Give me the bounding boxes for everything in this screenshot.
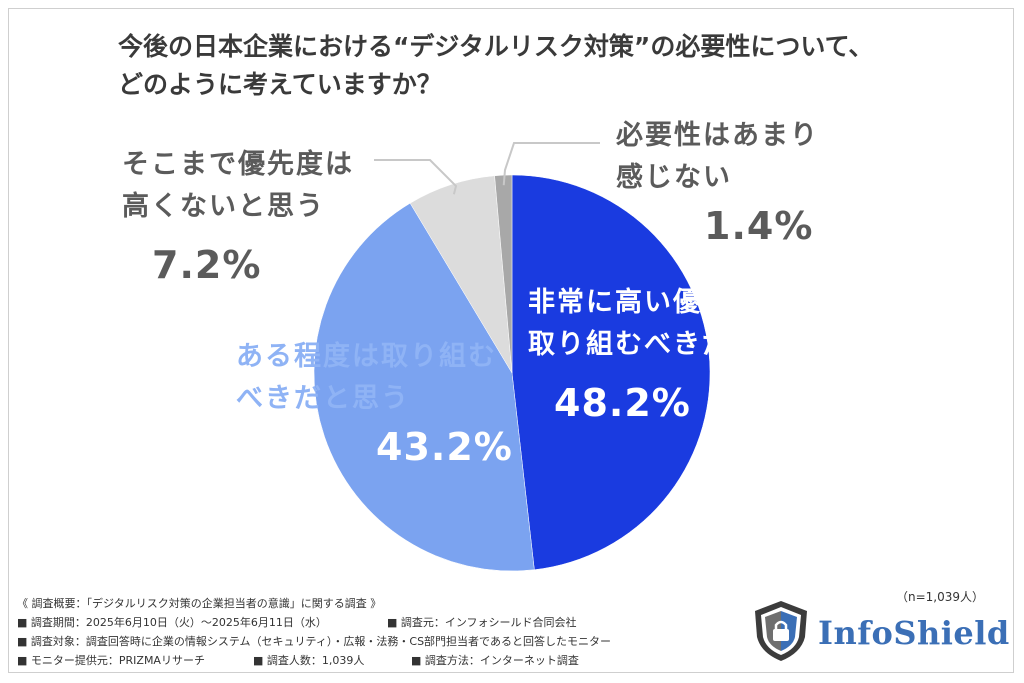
logo-wordmark: InfoShield — [818, 614, 1010, 652]
chart-frame — [8, 8, 1014, 673]
slice-label-line: 高くないと思う — [122, 191, 325, 222]
slice-value-label: 43.2% — [376, 425, 513, 469]
slice-label-line: ある程度は取り組む — [236, 341, 497, 372]
slice-label-not-high-priority: そこまで優先度は 高くないと思う 7.2% — [122, 144, 354, 288]
pie-slice-3 — [494, 174, 513, 374]
slice-label-line: 必要性はあまり — [616, 120, 819, 151]
slice-label-line: 感じない — [616, 162, 732, 193]
footnote-row: ■ 調査期間：2025年6月10日（火）〜2025年6月11日（水） ■ 調査元：… — [17, 613, 611, 632]
footnote-item: ■ モニター提供元：PRIZMAリサーチ — [17, 654, 205, 667]
slice-label-line: 取り組むべきだと思う — [528, 329, 818, 360]
footnote-heading: 《 調査概要：「デジタルリスク対策の企業担当者の意識」に関する調査 》 — [17, 597, 382, 610]
title-line-1: 今後の日本企業における“デジタルリスク対策”の必要性について、 — [118, 32, 874, 61]
footnote-item: ■ 調査対象：調査回答時に企業の情報システム（セキュリティ）・広報・法務・CS部… — [17, 635, 611, 648]
slice-value-label: 1.4% — [704, 204, 814, 248]
slice-label-line: 非常に高い優先度で — [528, 287, 789, 318]
slice-label-very-high-priority: 非常に高い優先度で 取り組むべきだと思う 48.2% — [528, 282, 818, 426]
chart-title: 今後の日本企業における“デジタルリスク対策”の必要性について、 どのように考えて… — [118, 28, 938, 104]
title-line-2: どのように考えていますか？ — [118, 70, 442, 99]
slice-label-line: べきだと思う — [236, 383, 410, 414]
footnote-item: ■ 調査方法：インターネット調査 — [411, 654, 579, 667]
footnote-item: ■ 調査人数：1,039人 — [253, 654, 365, 667]
slice-label-to-some-extent: ある程度は取り組む べきだと思う 43.2% — [236, 336, 513, 470]
leader-line-0 — [374, 159, 458, 195]
footnote-row: ■ 調査対象：調査回答時に企業の情報システム（セキュリティ）・広報・法務・CS部… — [17, 632, 611, 651]
footnote-item: ■ 調査期間：2025年6月10日（火）〜2025年6月11日（水） — [17, 616, 327, 629]
slice-label-not-necessary: 必要性はあまり 感じない 1.4% — [616, 115, 819, 249]
slice-label-line: そこまで優先度は — [122, 149, 354, 180]
survey-footnotes: 《 調査概要：「デジタルリスク対策の企業担当者の意識」に関する調査 》 ■ 調査… — [17, 594, 611, 670]
sample-size: （n=1,039人） — [896, 590, 985, 604]
footnote-item: ■ 調査元：インフォシールド合同会社 — [387, 616, 577, 629]
footnote-row: ■ モニター提供元：PRIZMAリサーチ ■ 調査人数：1,039人 ■ 調査方法：… — [17, 651, 611, 670]
shield-lock-icon — [755, 601, 807, 661]
slice-value-label: 48.2% — [554, 381, 691, 425]
leader-line-1 — [502, 142, 600, 186]
pie-slice-1 — [313, 202, 535, 572]
pie-slice-0 — [511, 174, 711, 571]
infoshield-logo — [755, 601, 807, 661]
slice-value-label: 7.2% — [152, 243, 262, 287]
